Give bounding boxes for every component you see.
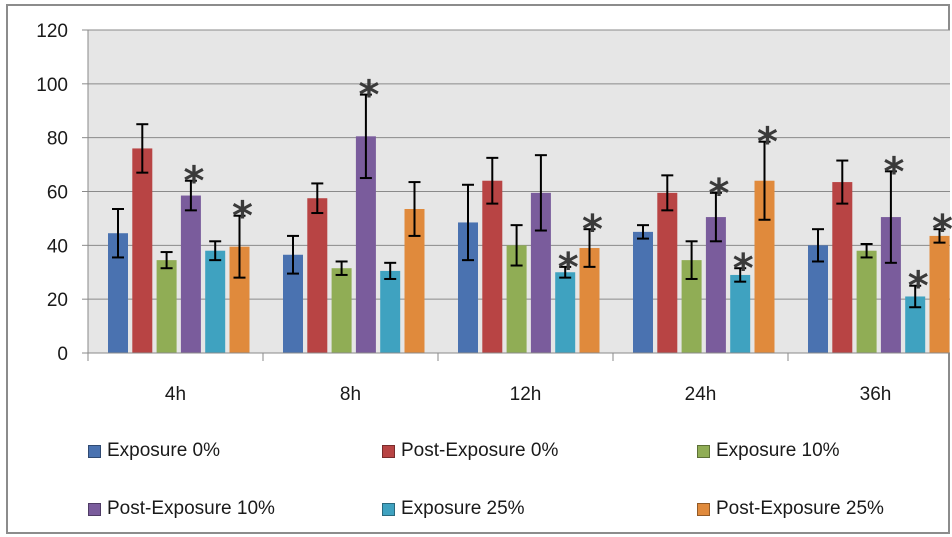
bar <box>905 296 926 353</box>
legend-item: Exposure 0% <box>88 440 220 462</box>
bar <box>929 235 950 353</box>
legend-swatch <box>697 444 710 458</box>
bar <box>530 192 551 353</box>
y-tick-label: 20 <box>47 290 68 311</box>
legend-swatch <box>88 502 101 516</box>
significance-marker: * <box>232 194 253 240</box>
bar <box>681 260 702 353</box>
bar <box>132 148 153 353</box>
legend-label: Post-Exposure 0% <box>401 440 559 461</box>
bar <box>730 274 751 353</box>
bar <box>156 260 177 353</box>
x-tick-label: 12h <box>510 384 542 405</box>
bar <box>404 208 425 353</box>
bar <box>307 198 328 353</box>
x-tick-label: 36h <box>860 384 892 405</box>
bars-layer <box>108 93 950 353</box>
bar <box>506 245 527 353</box>
bar <box>108 233 128 353</box>
x-tick-label: 4h <box>165 384 186 405</box>
bar <box>355 136 376 353</box>
x-tick-label: 8h <box>340 384 361 405</box>
bar <box>633 231 653 353</box>
significance-marker: * <box>358 73 379 119</box>
legend-label: Exposure 10% <box>716 440 840 461</box>
legend-swatch <box>382 502 395 516</box>
legend-item: Post-Exposure 0% <box>382 440 558 462</box>
y-tick-label: 40 <box>47 236 68 257</box>
bar <box>657 192 678 353</box>
y-tick-label: 80 <box>47 129 68 150</box>
legend-label: Post-Exposure 10% <box>107 498 275 519</box>
legend-swatch <box>88 444 101 458</box>
bar <box>229 246 250 353</box>
bar <box>283 254 303 353</box>
bar <box>579 248 600 353</box>
legend-label: Exposure 25% <box>401 498 525 519</box>
significance-marker: * <box>757 120 778 166</box>
bar <box>482 180 503 353</box>
x-tick-label: 24h <box>685 384 717 405</box>
significance-marker: * <box>932 207 952 253</box>
y-tick-label: 100 <box>36 75 68 96</box>
bar <box>555 272 576 353</box>
bar <box>856 250 877 353</box>
bar <box>880 217 901 353</box>
legend-swatch <box>382 444 395 458</box>
significance-marker: * <box>908 264 929 310</box>
significance-marker: * <box>733 246 754 292</box>
bar <box>705 217 726 353</box>
significance-marker: * <box>183 159 204 205</box>
bar <box>205 250 226 353</box>
bar <box>380 270 401 353</box>
bar <box>754 180 775 353</box>
significance-marker: * <box>883 149 904 195</box>
legend-item: Post-Exposure 25% <box>697 498 884 520</box>
legend-swatch <box>697 502 710 516</box>
significance-marker: * <box>582 207 603 253</box>
bar <box>832 182 853 353</box>
legend-item: Exposure 25% <box>382 498 525 520</box>
bar <box>180 195 201 353</box>
significance-marker: * <box>558 245 579 291</box>
legend-item: Post-Exposure 10% <box>88 498 275 520</box>
bar <box>331 268 352 353</box>
legend-item: Exposure 10% <box>697 440 840 462</box>
y-tick-label: 60 <box>47 183 68 204</box>
y-tick-label: 120 <box>36 21 68 42</box>
legend-label: Exposure 0% <box>107 440 221 461</box>
legend-label: Post-Exposure 25% <box>716 498 884 519</box>
significance-marker: * <box>708 171 729 217</box>
y-tick-label: 0 <box>57 344 68 365</box>
bar <box>458 222 478 353</box>
bar <box>808 245 828 353</box>
